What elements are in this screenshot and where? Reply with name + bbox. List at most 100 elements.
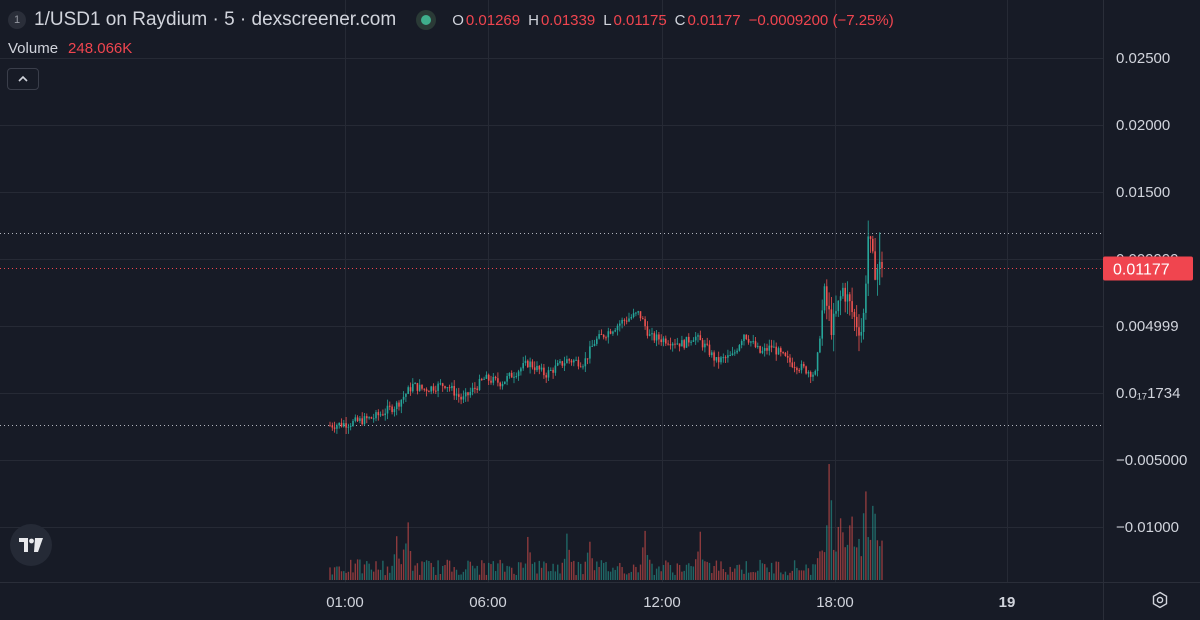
candle-body <box>395 402 398 410</box>
volume-bar <box>577 561 580 580</box>
candle-body <box>715 357 718 361</box>
volume-bar <box>761 563 764 580</box>
volume-bar <box>494 571 497 580</box>
volume-bar <box>770 562 773 580</box>
candle-body <box>809 372 812 377</box>
volume-bar <box>462 571 465 580</box>
volume-bar <box>563 558 566 580</box>
candle-body <box>455 394 458 396</box>
volume-bar <box>731 571 734 580</box>
candle-body <box>384 413 386 416</box>
candle-body <box>713 352 715 361</box>
candle-body <box>849 294 851 302</box>
chart-settings-button[interactable] <box>1150 590 1170 610</box>
volume-bar <box>529 552 531 580</box>
volume-bar <box>446 559 448 580</box>
volume-bar <box>435 574 437 580</box>
candle-body <box>377 412 380 416</box>
market-status-icon <box>416 10 437 30</box>
volume-bar <box>856 547 858 580</box>
volume-bar <box>853 546 856 580</box>
volume-bar <box>741 569 743 580</box>
volume-bar <box>471 565 474 580</box>
volume-bar <box>488 562 490 580</box>
volume-bar <box>722 568 724 580</box>
volume-bar <box>412 570 414 580</box>
price-change: −0.0009200 (−7.25%) <box>748 11 894 29</box>
candle-body <box>423 388 426 390</box>
candle-body <box>494 376 497 379</box>
volume-bar <box>842 532 844 580</box>
volume-bar <box>628 573 630 580</box>
volume-bar <box>485 574 488 580</box>
candle-body <box>784 352 787 357</box>
candle-body <box>366 416 368 419</box>
candle-body <box>745 334 748 340</box>
volume-bar <box>331 574 333 580</box>
candle-body <box>464 392 467 397</box>
volume-bar <box>338 566 340 580</box>
candle-body <box>662 338 665 343</box>
volume-bar <box>616 566 619 580</box>
candle-body <box>522 362 524 369</box>
high-key: H <box>528 11 539 29</box>
volume-bar <box>603 562 605 580</box>
candle-body <box>607 331 610 338</box>
candle-body <box>812 374 814 377</box>
candle-body <box>803 363 805 367</box>
candle-body <box>853 311 856 317</box>
candle-body <box>660 339 662 343</box>
candle-body <box>750 341 752 343</box>
volume-bar <box>508 566 511 580</box>
candle-body <box>678 343 681 347</box>
candle-body <box>448 387 451 389</box>
tradingview-logo[interactable] <box>10 524 52 566</box>
volume-bar <box>384 575 386 580</box>
collapse-legend-button[interactable] <box>7 68 39 90</box>
volume-bar <box>524 563 527 580</box>
candle-body <box>545 375 547 378</box>
volume-bar <box>504 571 506 580</box>
volume-bar <box>713 565 715 580</box>
volume-bar <box>409 551 412 580</box>
volume-bar <box>800 570 803 580</box>
candle-body <box>529 361 531 368</box>
volume-bar <box>777 561 780 580</box>
high-value: 0.01339 <box>540 11 596 29</box>
volume-bar <box>747 572 750 580</box>
volume-bar <box>340 571 343 580</box>
volume-bar <box>708 562 711 580</box>
candle-body <box>467 392 469 396</box>
volume-bar <box>547 571 550 580</box>
candle-body <box>416 383 419 391</box>
volume-bar <box>734 568 736 580</box>
volume-bar <box>879 546 881 580</box>
candle-body <box>566 359 568 364</box>
candle-body <box>531 361 534 368</box>
volume-bar <box>789 572 791 580</box>
candle-body <box>830 309 833 336</box>
x-tick-label: 01:00 <box>326 594 364 611</box>
volume-bar <box>773 573 775 580</box>
volume-bar <box>448 560 451 580</box>
volume-bar <box>481 560 483 580</box>
candle-body <box>625 320 628 322</box>
volume-bar <box>552 563 554 580</box>
volume-bar <box>356 559 359 580</box>
candle-body <box>770 345 773 348</box>
volume-bar <box>605 561 607 580</box>
candle-body <box>628 318 630 322</box>
volume-bar <box>561 562 563 580</box>
candle-body <box>536 365 538 371</box>
candle-body <box>711 352 713 356</box>
volume-bar <box>851 516 853 580</box>
volume-bar <box>639 564 642 580</box>
candle-body <box>469 391 472 396</box>
volume-bar <box>683 570 685 580</box>
candle-body <box>826 286 828 306</box>
y-tick-label: 0.02000 <box>1116 117 1170 134</box>
candle-body <box>517 371 520 377</box>
volume-bar <box>591 558 593 580</box>
volume-bar <box>793 560 796 580</box>
